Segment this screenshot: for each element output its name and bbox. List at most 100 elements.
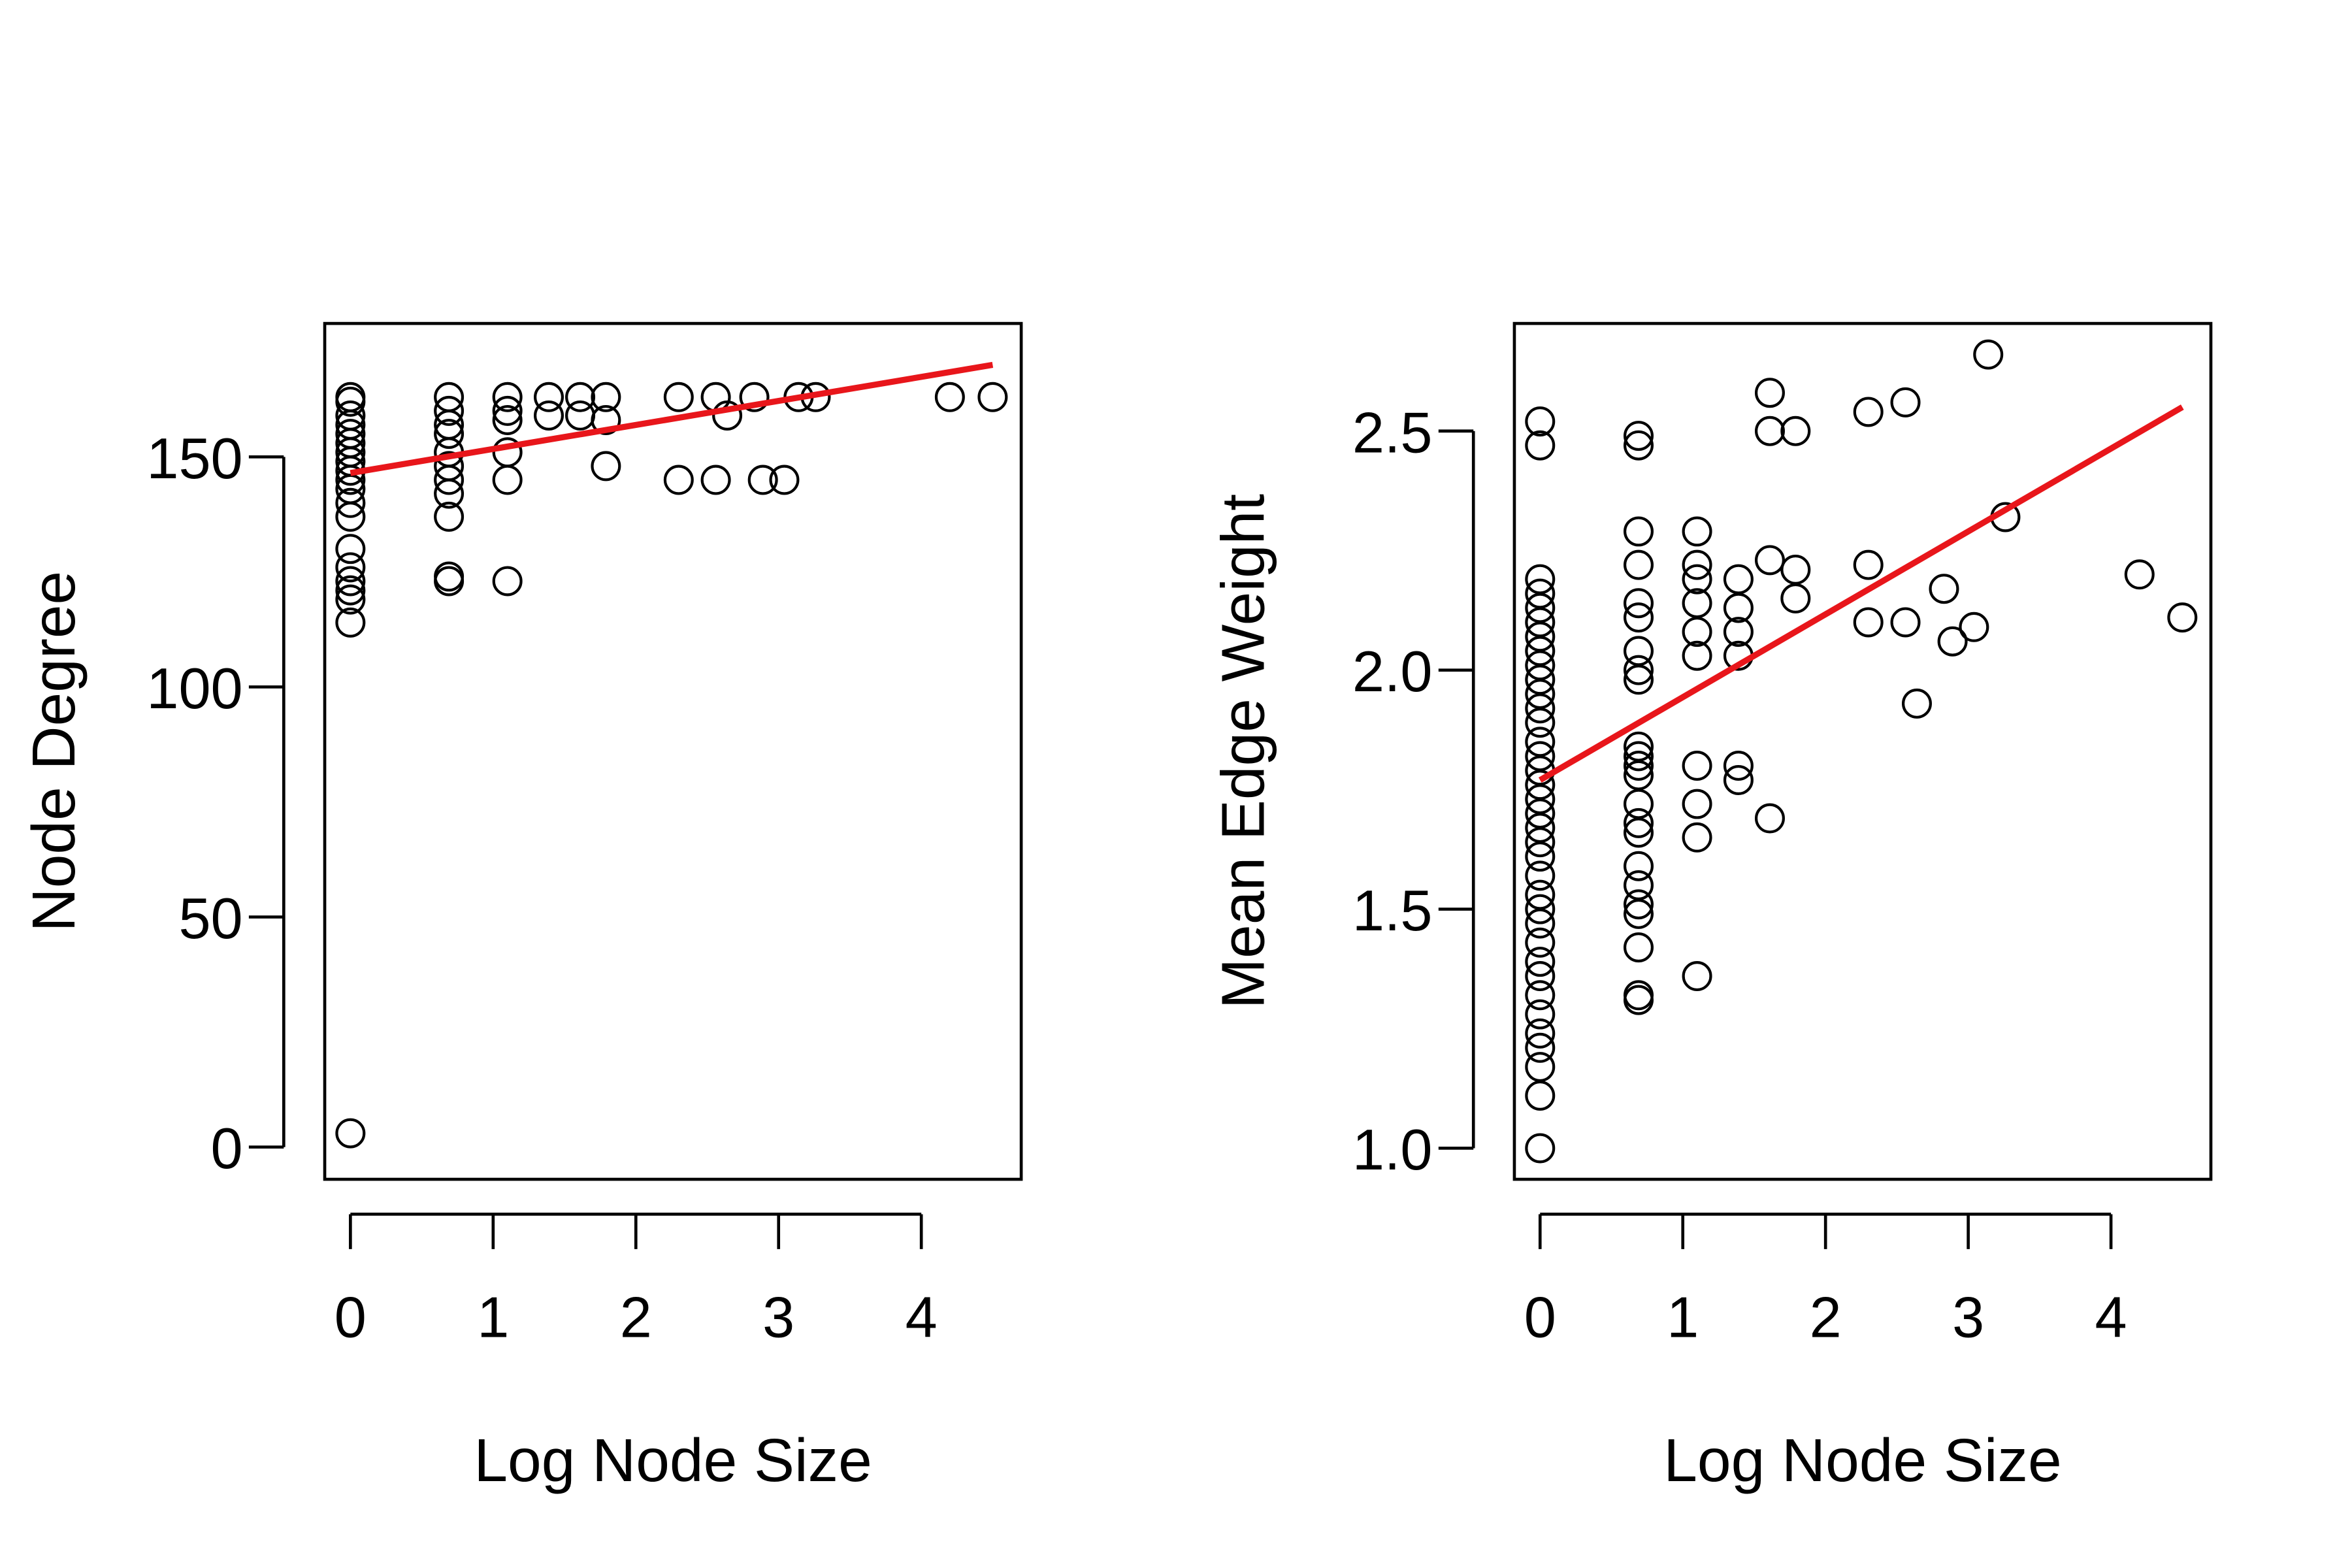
data-point [492, 382, 523, 412]
data-point [335, 552, 366, 583]
data-point [1525, 607, 1556, 638]
data-point [1525, 879, 1556, 910]
data-point [534, 400, 564, 431]
data-point [1623, 588, 1654, 619]
data-point [1937, 626, 1968, 657]
data-point [700, 465, 731, 495]
data-point [1525, 1080, 1556, 1111]
data-point [1682, 588, 1712, 619]
data-point [1853, 607, 1884, 638]
data-point [1890, 387, 1921, 417]
data-point [591, 404, 621, 435]
y-tick-label: 0 [211, 1116, 243, 1181]
data-point [712, 400, 743, 431]
data-point [335, 386, 366, 417]
x-tick-label: 2 [1810, 1285, 1842, 1350]
data-point [335, 584, 366, 615]
data-point [1525, 430, 1556, 461]
data-point [434, 465, 465, 495]
y-tick-label: 2.0 [1352, 639, 1433, 704]
data-point [1929, 574, 1959, 604]
data-point [1525, 908, 1556, 939]
y-tick-label: 1.5 [1352, 878, 1433, 943]
data-point [1525, 593, 1556, 623]
y-tick-label: 150 [146, 426, 242, 491]
data-point [1682, 516, 1712, 547]
data-point [1623, 421, 1654, 451]
data-point [1525, 860, 1556, 891]
data-point [1754, 803, 1785, 834]
data-point [591, 382, 621, 412]
x-tick-label: 1 [477, 1285, 509, 1350]
data-point [1682, 640, 1712, 671]
data-point [335, 501, 366, 532]
data-point [1525, 1032, 1556, 1063]
data-point [1525, 770, 1556, 800]
data-point [1853, 397, 1884, 427]
data-point [1525, 827, 1556, 858]
data-point [663, 382, 694, 412]
data-point [1723, 593, 1754, 623]
data-point [1623, 664, 1654, 695]
data-point [1723, 764, 1754, 795]
data-point [1525, 650, 1556, 681]
data-point [1780, 583, 1811, 613]
data-point [1682, 822, 1712, 853]
y-axis-label: Node Degree [20, 571, 88, 932]
data-point [1682, 564, 1712, 595]
data-point [1682, 961, 1712, 992]
data-point [1623, 731, 1654, 762]
data-point [1525, 621, 1556, 652]
data-point [1525, 798, 1556, 829]
x-tick-label: 1 [1667, 1285, 1699, 1350]
data-point [1525, 664, 1556, 695]
data-point [1623, 870, 1654, 900]
data-point [1754, 416, 1785, 446]
data-point [1525, 813, 1556, 843]
data-point [591, 451, 621, 482]
data-point [335, 566, 366, 596]
data-point [1525, 708, 1556, 738]
data-point [434, 501, 465, 532]
data-point [335, 1118, 366, 1149]
data-point [1780, 554, 1811, 585]
data-point [1525, 927, 1556, 958]
data-point [1623, 898, 1654, 929]
data-point [565, 382, 596, 412]
data-point [1754, 378, 1785, 408]
data-point [1682, 617, 1712, 647]
data-point [1525, 679, 1556, 710]
data-point [335, 465, 366, 495]
data-point [977, 382, 1008, 412]
data-point [1623, 889, 1654, 920]
mean-edge-weight-panel: 0 1 2 3 4 Log Node Size 1.0 1.5 2.0 2.5 Mean Edge … [1209, 321, 2213, 1494]
data-point [335, 534, 366, 564]
data-point [1525, 1133, 1556, 1164]
y-tick-label: 2.5 [1352, 400, 1433, 465]
data-point [1623, 516, 1654, 547]
data-point [769, 465, 800, 495]
data-point [1525, 693, 1556, 724]
regression-line [350, 361, 994, 476]
x-axis-label: Log Node Size [474, 1426, 872, 1494]
data-point [1525, 980, 1556, 1011]
x-tick-label: 2 [620, 1285, 652, 1350]
data-point [1623, 430, 1654, 461]
y-axis-label: Mean Edge Weight [1209, 494, 1277, 1009]
data-point [1959, 612, 1989, 642]
data-point [1525, 636, 1556, 666]
data-point [335, 575, 366, 606]
data-point [1623, 808, 1654, 838]
data-point [1525, 841, 1556, 872]
data-point [1525, 578, 1556, 609]
data-point [1623, 741, 1654, 772]
data-point [1973, 339, 2004, 370]
y-tick-label: 100 [146, 656, 242, 721]
data-point [335, 487, 366, 518]
data-point [1525, 947, 1556, 977]
x-tick-label: 3 [1952, 1285, 1984, 1350]
data-point [1623, 751, 1654, 781]
data-point [1623, 985, 1654, 1015]
data-point [1682, 549, 1712, 580]
y-tick-label: 1.0 [1352, 1117, 1433, 1182]
